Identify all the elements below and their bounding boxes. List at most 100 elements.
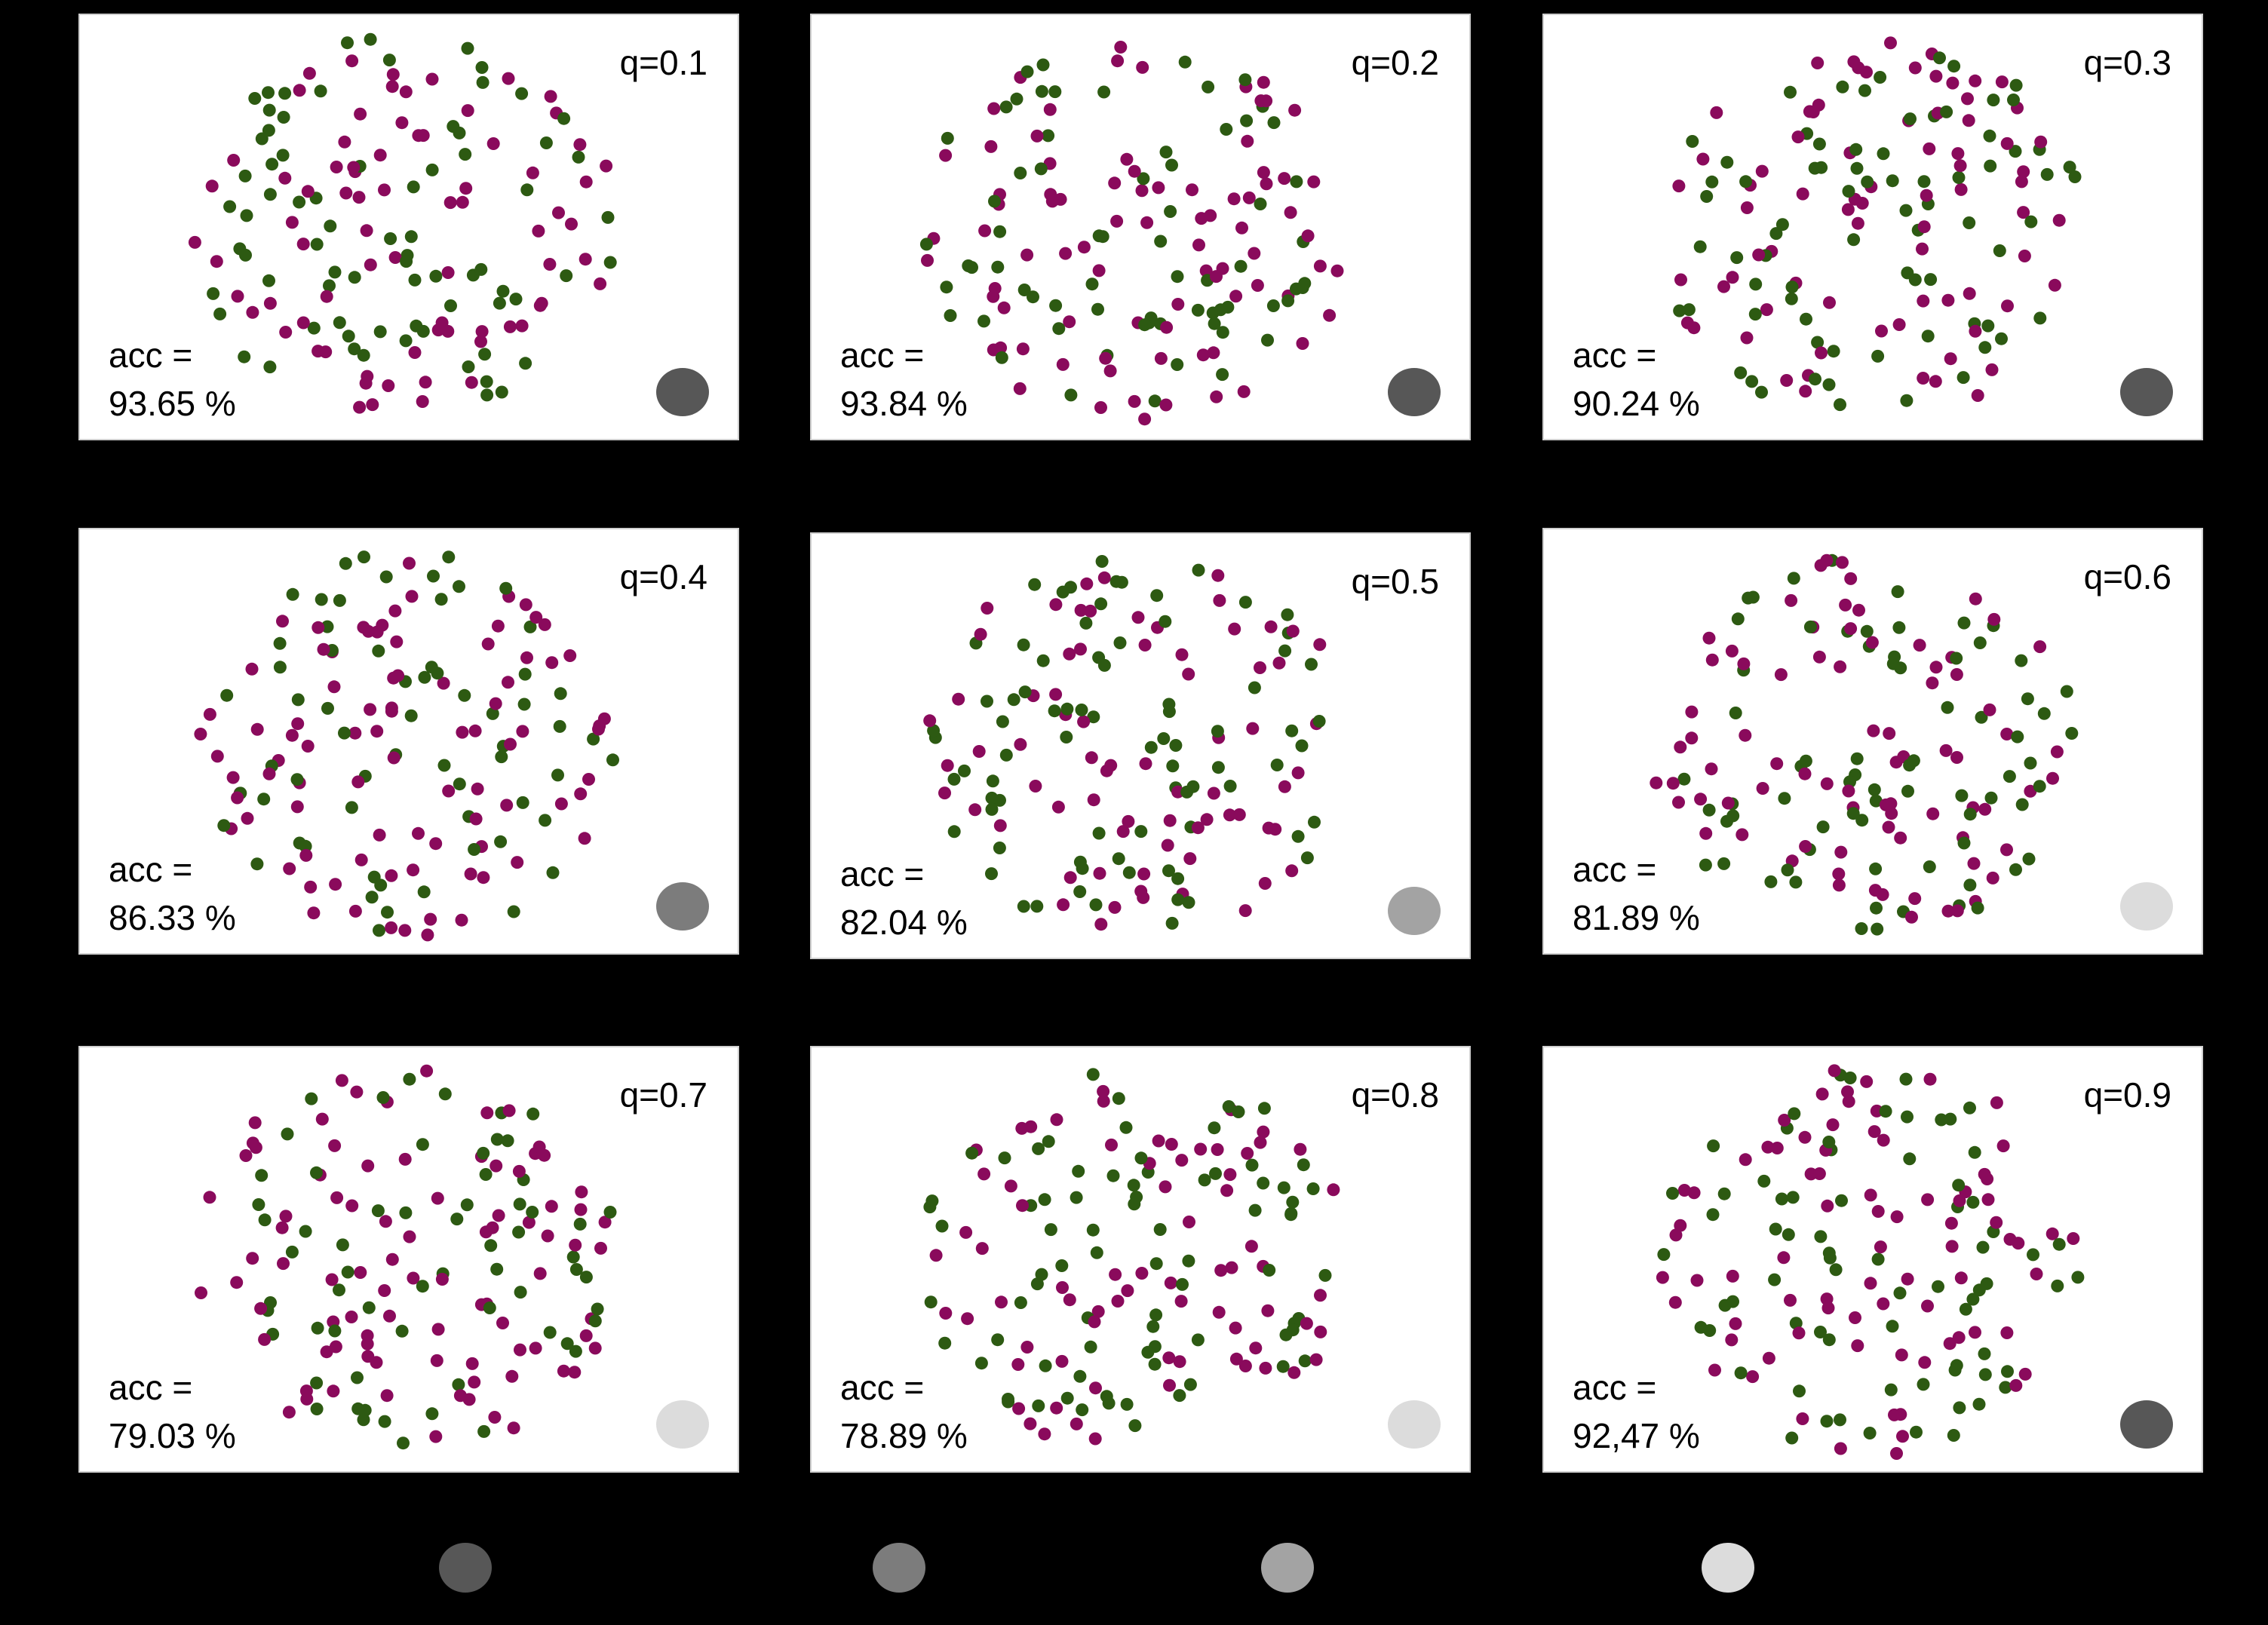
dot-cluster [919, 41, 1344, 426]
q-label: q=0.9 [2083, 1075, 2171, 1115]
dot [925, 1194, 939, 1208]
dot [1149, 1257, 1163, 1271]
dot [572, 150, 585, 164]
dot [1705, 175, 1719, 189]
dot [1192, 563, 1205, 577]
dot [594, 277, 607, 290]
dot [285, 216, 299, 229]
dot [1913, 639, 1926, 652]
dot [379, 570, 393, 584]
dot [1080, 577, 1094, 590]
dot [1875, 324, 1888, 338]
dot [354, 853, 368, 866]
panel-q-0-4: q=0.4 acc = 86.33 % [78, 528, 739, 955]
dot [416, 395, 429, 408]
dot [424, 912, 437, 926]
dot [565, 217, 578, 231]
dot [1822, 1136, 1836, 1148]
dot [1229, 1321, 1242, 1335]
dot [1904, 112, 1917, 126]
dot [341, 36, 354, 50]
dot [1014, 167, 1027, 179]
dot [364, 703, 377, 716]
dot [1708, 1363, 1721, 1377]
dot [1281, 294, 1295, 308]
dot [425, 72, 439, 86]
dot [1174, 1295, 1188, 1308]
dot [1987, 94, 2000, 107]
dot [1166, 759, 1180, 773]
dot [330, 1191, 344, 1204]
dot [378, 1415, 391, 1428]
dot [1063, 647, 1076, 661]
dot [1314, 1289, 1327, 1302]
dot [1993, 244, 2006, 257]
dot [1238, 1360, 1252, 1372]
dot [1803, 105, 1816, 118]
dot [514, 1286, 527, 1299]
dot [526, 1107, 540, 1121]
dot [1690, 1274, 1704, 1287]
dot [1785, 593, 1798, 607]
dot [988, 195, 1001, 208]
dot [1196, 348, 1210, 362]
dot [1834, 660, 1847, 673]
dot [1237, 385, 1251, 398]
legend-swatch-light [1261, 1543, 1314, 1593]
dot [1211, 725, 1224, 738]
dot [1762, 1351, 1775, 1365]
dot [1869, 862, 1883, 875]
dot [1891, 585, 1904, 599]
dot [296, 238, 310, 251]
dot [935, 1219, 949, 1233]
dot [1091, 1305, 1105, 1318]
dot [2046, 771, 2059, 785]
dot [400, 255, 413, 268]
dot [1014, 1296, 1027, 1309]
dot [312, 345, 325, 358]
dot [1834, 398, 1846, 412]
dot [532, 224, 545, 238]
accuracy-indicator [1388, 887, 1441, 935]
dot [1899, 204, 1913, 217]
dot [434, 593, 448, 606]
dot [1969, 592, 1982, 606]
dot [1929, 375, 1942, 388]
dot [238, 169, 252, 182]
dot [1073, 885, 1087, 898]
dot [1097, 85, 1111, 99]
dot [1164, 205, 1177, 218]
dot [385, 701, 398, 715]
dot [418, 670, 431, 684]
dot [1847, 233, 1861, 247]
dot [959, 1225, 973, 1239]
dot [557, 112, 571, 125]
dot [1191, 1333, 1205, 1347]
dot [258, 1213, 272, 1227]
dot [1036, 58, 1050, 72]
dot [341, 1265, 354, 1279]
dot [1842, 185, 1855, 198]
dot [1680, 316, 1694, 330]
dot [1052, 322, 1066, 336]
dot [1084, 604, 1097, 618]
dot [579, 1271, 593, 1284]
dot [1128, 164, 1141, 178]
dot [321, 701, 334, 715]
dot [1204, 209, 1217, 222]
dot [478, 348, 492, 361]
dot [1739, 175, 1753, 189]
dot [1844, 572, 1858, 585]
dot [2060, 685, 2073, 698]
dot [1089, 1381, 1102, 1395]
dot [1899, 1072, 1913, 1086]
dot [435, 1273, 449, 1286]
dot [407, 863, 420, 877]
dot [323, 279, 336, 293]
dot [974, 627, 987, 641]
dot [1313, 259, 1327, 273]
dot [405, 590, 419, 603]
legend-swatch-dark [439, 1543, 492, 1593]
dot [1729, 707, 1742, 719]
dot [1948, 1363, 1962, 1377]
